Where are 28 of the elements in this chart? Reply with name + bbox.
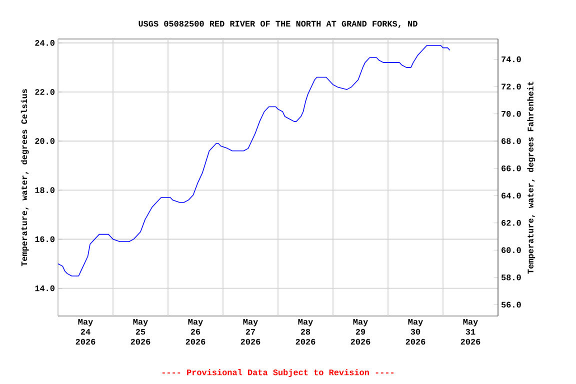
y-tick-label: 22.0 bbox=[35, 89, 54, 95]
y2-tick-label: 56.0 bbox=[501, 302, 521, 308]
text: ---- Provisional Data Subject to Revision ---- bbox=[162, 369, 394, 377]
y-tick-label: 16.0 bbox=[35, 236, 54, 242]
y-tick-label: 24.0 bbox=[35, 40, 54, 46]
y-axis-title: Temperature, water, degrees Celsius bbox=[20, 89, 29, 266]
y-tick-label: 20.0 bbox=[35, 138, 54, 144]
x-tick-label: May 29 2026 bbox=[350, 319, 370, 345]
y2-tick-label: 58.0 bbox=[501, 274, 521, 280]
y2-tick-label: 60.0 bbox=[502, 247, 521, 254]
y2-tick-label: 68.0 bbox=[502, 138, 521, 144]
x-tick-label: May 26 2026 bbox=[186, 319, 206, 345]
y2-tick-label: 70.0 bbox=[502, 110, 521, 117]
x-tick-label: May 27 2026 bbox=[240, 319, 260, 345]
y2-axis-title: Temperature, water, degrees Fahrenheit bbox=[527, 82, 536, 274]
y2-tick-label: 62.0 bbox=[502, 220, 521, 226]
chart-title: USGS 05082500 RED RIVER OF THE NORTH AT GRAND FORKS, ND bbox=[138, 20, 418, 28]
x-tick-label: May 30 2026 bbox=[406, 319, 426, 345]
y2-tick-label: 74.0 bbox=[502, 56, 521, 62]
x-tick-label: May 28 2026 bbox=[296, 319, 316, 345]
x-tick-label: May 24 2026 bbox=[76, 319, 96, 345]
x-tick-label: May 31 2026 bbox=[460, 319, 480, 345]
x-tick-label: May 25 2026 bbox=[130, 319, 150, 345]
y2-tick-label: 64.0 bbox=[502, 192, 521, 198]
y2-tick-label: 72.0 bbox=[502, 84, 521, 90]
y2-tick-label: 66.0 bbox=[502, 165, 521, 172]
y-tick-label: 14.0 bbox=[35, 285, 54, 292]
y-tick-label: 18.0 bbox=[35, 187, 54, 194]
